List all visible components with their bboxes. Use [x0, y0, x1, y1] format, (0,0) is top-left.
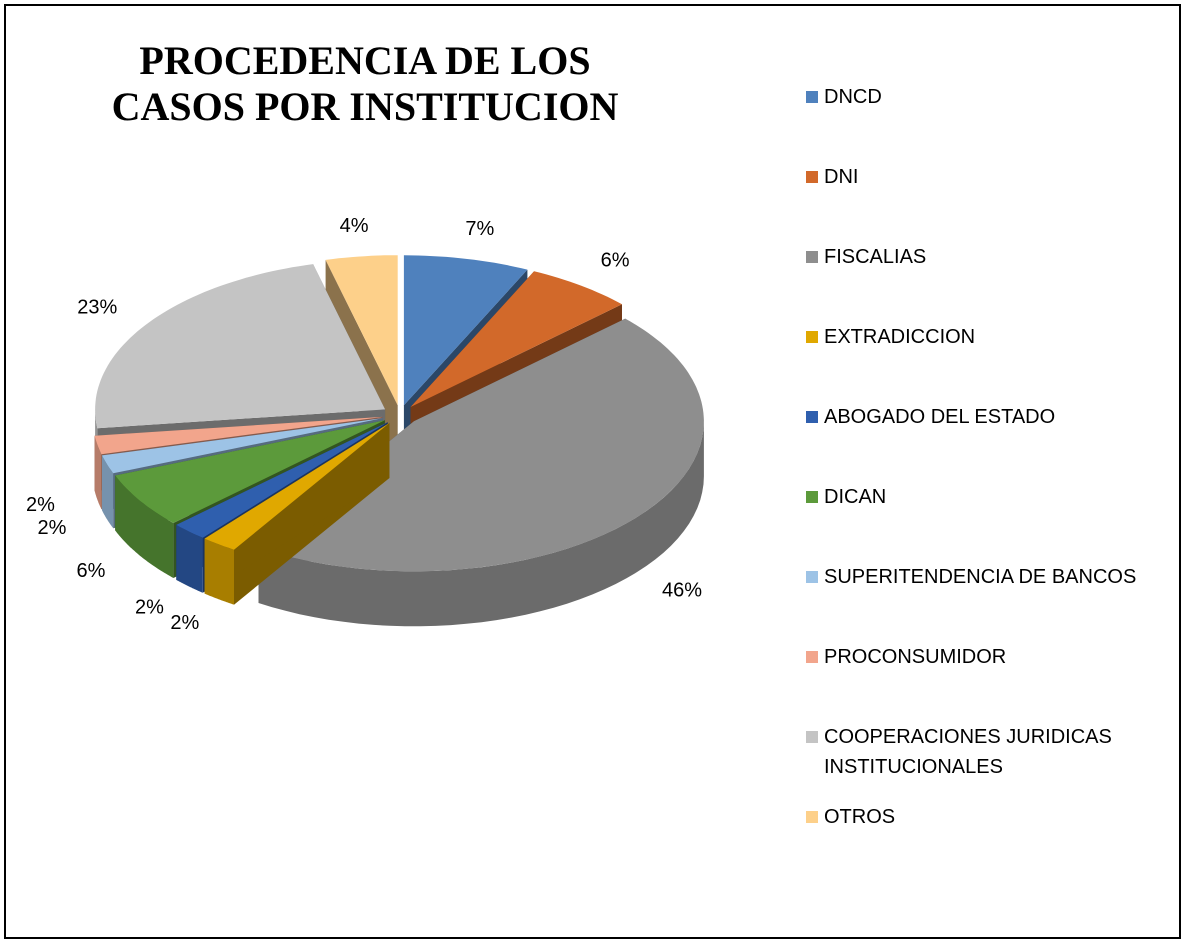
legend-label: SUPERITENDENCIA DE BANCOS: [824, 566, 1137, 588]
legend-label: DNCD: [824, 86, 882, 108]
slice-wall: [115, 475, 174, 578]
data-label: 6%: [601, 250, 630, 272]
legend-label: DICAN: [824, 486, 887, 508]
legend-entry: DICAN: [806, 482, 1166, 512]
legend-entry: OTROS: [806, 802, 1166, 832]
chart-frame: [4, 4, 1181, 939]
pie-slice: [410, 271, 622, 407]
slice-wall: [94, 435, 102, 510]
data-label: 7%: [465, 218, 494, 240]
legend-entry: DNI: [806, 162, 1166, 192]
pie-slice: [258, 318, 704, 572]
legend-swatch: [806, 411, 818, 423]
data-label: 2%: [170, 612, 199, 634]
legend-label: DNI: [824, 166, 859, 188]
legend-entry: EXTRADICCION: [806, 322, 1166, 352]
data-label: 6%: [77, 560, 106, 582]
pie-slice: [325, 255, 398, 406]
legend-swatch: [806, 251, 818, 263]
legend-swatch: [806, 491, 818, 503]
legend-swatch: [806, 331, 818, 343]
data-label: 46%: [662, 579, 702, 601]
chart-title: PROCEDENCIA DE LOS CASOS POR INSTITUCION: [111, 38, 619, 129]
pie-slice: [95, 264, 386, 429]
legend-swatch: [806, 571, 818, 583]
legend-entry: FISCALIAS: [806, 242, 1166, 272]
slice-wall: [204, 538, 234, 605]
data-label: 2%: [26, 494, 55, 516]
data-label: 23%: [77, 297, 117, 319]
slice-wall: [102, 455, 114, 529]
legend-label: ABOGADO DEL ESTADO: [824, 406, 1056, 428]
legend-entry: ABOGADO DEL ESTADO: [806, 402, 1166, 432]
data-label: 2%: [135, 597, 164, 619]
legend-swatch: [806, 811, 818, 823]
pie-slice: [94, 416, 383, 455]
pie-slice: [176, 422, 388, 538]
legend-label: PROCONSUMIDOR: [824, 646, 1007, 668]
pie-slice: [403, 255, 528, 406]
data-label: 2%: [37, 517, 66, 539]
pie-slice: [115, 420, 385, 523]
legend-entry: COOPERACIONES JURIDICAS INSTITUCIONALES: [806, 722, 1166, 782]
legend-swatch: [806, 651, 818, 663]
legend-swatch: [806, 171, 818, 183]
legend-swatch: [806, 731, 818, 743]
legend-label: OTROS: [824, 806, 896, 828]
data-label: 4%: [340, 215, 369, 237]
slice-side: [204, 423, 390, 594]
pie-slice: [102, 418, 383, 474]
legend-entry: DNCD: [806, 82, 1166, 112]
pie-slice: [204, 423, 390, 550]
slice-wall: [258, 421, 704, 627]
legend-label: FISCALIAS: [824, 246, 927, 268]
legend-label: EXTRADICCION: [824, 326, 976, 348]
legend-entry: SUPERITENDENCIA DE BANCOS: [806, 562, 1166, 592]
slice-wall: [176, 524, 203, 593]
legend-label: COOPERACIONES JURIDICAS INSTITUCIONALES: [824, 726, 1112, 778]
legend-entry: PROCONSUMIDOR: [806, 642, 1166, 672]
legend-swatch: [806, 91, 818, 103]
